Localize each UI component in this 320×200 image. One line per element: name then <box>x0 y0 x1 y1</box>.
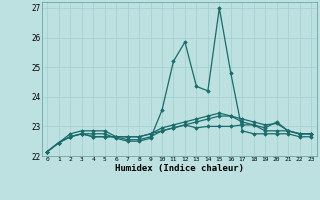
X-axis label: Humidex (Indice chaleur): Humidex (Indice chaleur) <box>115 164 244 173</box>
